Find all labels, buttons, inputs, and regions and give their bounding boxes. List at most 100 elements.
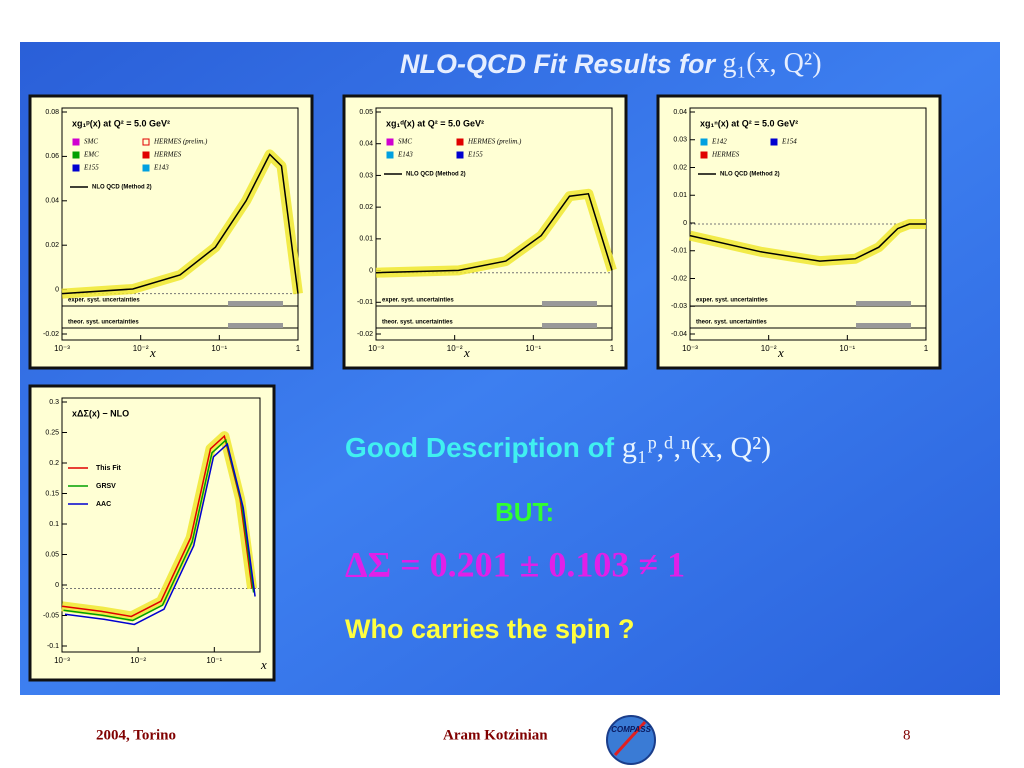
y-tick-label: 0.04 <box>673 109 687 116</box>
y-tick-label: -0.02 <box>357 331 373 338</box>
x-tick-label: 10⁻¹ <box>525 344 541 353</box>
legend-swatch <box>386 151 394 159</box>
x-axis-label: x <box>149 345 156 360</box>
compass-logo: COMPASS <box>606 715 656 765</box>
y-tick-label: 0.04 <box>45 198 59 205</box>
legend-swatch <box>72 164 80 172</box>
band-shape <box>856 323 911 328</box>
fit-curve <box>64 442 256 626</box>
x-tick-label: 10⁻³ <box>682 344 698 353</box>
page-number: 8 <box>903 727 911 743</box>
fit-curve <box>375 192 613 274</box>
legend-label: E143 <box>397 151 413 159</box>
description-text: Good Description of <box>345 432 622 463</box>
y-tick-label: -0.02 <box>671 275 687 282</box>
footer-center: Aram Kotzinian <box>443 727 548 743</box>
legend-label: E154 <box>781 138 797 146</box>
plot-frame <box>28 384 276 682</box>
but: BUT: <box>495 497 554 527</box>
legend-swatch <box>700 151 708 159</box>
plot-area <box>375 107 613 341</box>
y-tick-label: 0.3 <box>49 399 59 406</box>
band-label: exper. syst. uncertainties <box>68 298 140 304</box>
legend-label: AAC <box>96 501 111 508</box>
x-tick-label: 10⁻² <box>133 344 149 353</box>
y-tick-label: 0.03 <box>359 172 373 179</box>
fit-legend-label: NLO QCD (Method 2) <box>720 172 780 178</box>
y-tick-label: 0.05 <box>45 551 59 558</box>
y-tick-label: -0.04 <box>671 331 687 338</box>
y-tick-label: 0.01 <box>673 192 687 199</box>
legend-label: EMC <box>83 151 99 159</box>
title-math: g₁(x, Q²) <box>723 48 822 79</box>
x-tick-label: 10⁻³ <box>54 344 70 353</box>
legend-swatch <box>456 151 464 159</box>
band-label: theor. syst. uncertainties <box>382 320 453 326</box>
y-tick-label: 0.04 <box>359 141 373 148</box>
band-label: theor. syst. uncertainties <box>68 320 139 326</box>
legend-label: HERMES (prelim.) <box>467 138 522 146</box>
slide-title: NLO-QCD Fit Results for g₁(x, Q²) <box>400 48 822 79</box>
legend-swatch <box>386 138 394 146</box>
y-tick-label: -0.03 <box>671 303 687 310</box>
fit-curve <box>61 153 299 295</box>
y-tick-label: 0.05 <box>359 109 373 116</box>
y-tick-label: 0.2 <box>49 460 59 467</box>
y-tick-label: 0.03 <box>673 137 687 144</box>
x-tick-label: 10⁻¹ <box>839 344 855 353</box>
description-math: g₁ᵖ,ᵈ,ⁿ(x, Q²) <box>622 431 771 464</box>
y-tick-label: 0.02 <box>45 242 59 249</box>
x-tick-label: 1 <box>924 344 929 353</box>
legend-label: E155 <box>467 151 483 159</box>
y-tick-label: 0.02 <box>359 204 373 211</box>
x-tick-label: 1 <box>296 344 301 353</box>
band-label: theor. syst. uncertainties <box>696 320 767 326</box>
legend-label: E155 <box>83 164 99 172</box>
x-tick-label: 10⁻³ <box>54 656 70 665</box>
title-text: NLO-QCD Fit Results for <box>400 49 723 79</box>
equation: ΔΣ = 0.201 ± 0.103 ≠ 1 <box>345 544 685 584</box>
plot-title: xg₁ᵖ(x) at Q² = 5.0 GeV² <box>72 118 170 128</box>
x-tick-label: 10⁻¹ <box>206 656 222 665</box>
y-tick-label: 0 <box>683 220 687 227</box>
x-axis-label: x <box>463 345 470 360</box>
x-tick-label: 10⁻² <box>130 656 146 665</box>
band-shape <box>542 323 597 328</box>
legend-swatch <box>142 164 150 172</box>
legend-label: GRSV <box>96 483 116 490</box>
y-tick-label: -0.01 <box>671 248 687 255</box>
y-tick-label: -0.1 <box>47 643 59 650</box>
description: Good Description of g₁ᵖ,ᵈ,ⁿ(x, Q²) <box>345 431 771 464</box>
legend-swatch <box>456 138 464 146</box>
legend-swatch <box>142 151 150 159</box>
plot-title: xg₁ⁿ(x) at Q² = 5.0 GeV² <box>700 118 798 128</box>
y-tick-label: -0.01 <box>357 299 373 306</box>
band-shape <box>856 301 911 306</box>
plot-area <box>61 107 299 341</box>
plot-title: xg₁ᵈ(x) at Q² = 5.0 GeV² <box>386 118 484 128</box>
band-shape <box>228 323 283 328</box>
logo-text: COMPASS <box>611 725 652 734</box>
fit-legend-label: NLO QCD (Method 2) <box>406 172 466 178</box>
legend-label: HERMES <box>711 151 740 159</box>
footer-left: 2004, Torino <box>96 727 176 743</box>
y-tick-label: -0.02 <box>43 331 59 338</box>
legend-label: SMC <box>398 138 412 146</box>
legend-swatch <box>770 138 778 146</box>
y-tick-label: 0.06 <box>45 153 59 160</box>
legend-swatch <box>142 138 150 146</box>
y-tick-label: 0.25 <box>45 429 59 436</box>
fit-curve <box>689 223 926 262</box>
legend-swatch <box>72 138 80 146</box>
y-tick-label: 0 <box>369 267 373 274</box>
y-tick-label: 0.01 <box>359 236 373 243</box>
legend-label: E142 <box>711 138 727 146</box>
x-tick-label: 1 <box>610 344 615 353</box>
y-tick-label: 0 <box>55 582 59 589</box>
y-tick-label: 0 <box>55 286 59 293</box>
question: Who carries the spin ? <box>345 614 635 644</box>
legend-label: HERMES (prelim.) <box>153 138 208 146</box>
y-tick-label: 0.08 <box>45 109 59 116</box>
x-tick-label: 10⁻² <box>447 344 463 353</box>
